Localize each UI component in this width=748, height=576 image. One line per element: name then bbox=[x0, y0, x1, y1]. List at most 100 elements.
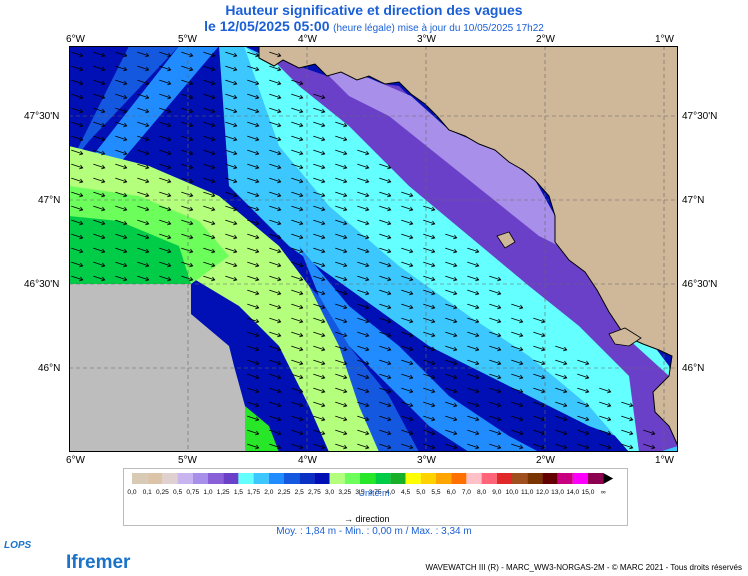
direction-arrow bbox=[445, 345, 458, 352]
direction-arrow bbox=[577, 401, 590, 408]
direction-arrow bbox=[225, 93, 238, 100]
direction-arrow bbox=[555, 387, 568, 394]
legend-swatch bbox=[527, 473, 543, 484]
direction-arrow bbox=[71, 65, 84, 72]
land-coast bbox=[258, 46, 678, 447]
direction-arrow bbox=[467, 317, 480, 324]
direction-arrow bbox=[357, 429, 370, 436]
direction-arrow bbox=[335, 247, 348, 254]
direction-arrow bbox=[291, 149, 304, 156]
direction-arrow bbox=[269, 401, 282, 408]
direction-arrow bbox=[291, 163, 304, 170]
direction-arrow bbox=[225, 219, 238, 226]
direction-arrow bbox=[203, 121, 216, 128]
lon-label-bottom: 6°W bbox=[66, 455, 85, 466]
legend-value: 2,25 bbox=[278, 489, 291, 496]
direction-arrow bbox=[335, 191, 348, 198]
legend-swatch bbox=[329, 473, 345, 484]
direction-arrow bbox=[489, 373, 502, 380]
direction-arrow bbox=[203, 177, 216, 184]
direction-arrow bbox=[445, 261, 458, 268]
direction-arrow bbox=[445, 303, 458, 310]
direction-arrow bbox=[313, 219, 326, 226]
direction-arrow bbox=[93, 275, 106, 282]
direction-arrow bbox=[181, 149, 194, 156]
direction-arrow bbox=[445, 373, 458, 380]
legend-swatch bbox=[420, 473, 436, 484]
direction-arrow bbox=[357, 219, 370, 226]
direction-arrow bbox=[489, 275, 502, 282]
direction-arrow bbox=[225, 191, 238, 198]
direction-arrow bbox=[269, 429, 282, 436]
direction-arrow bbox=[247, 289, 260, 296]
direction-arrow bbox=[401, 331, 414, 338]
direction-arrow bbox=[335, 121, 348, 128]
direction-arrow bbox=[357, 191, 370, 198]
direction-arrow bbox=[401, 289, 414, 296]
direction-arrow bbox=[467, 345, 480, 352]
direction-arrow bbox=[379, 261, 392, 268]
direction-arrow bbox=[203, 107, 216, 114]
direction-key: → direction bbox=[344, 514, 390, 524]
direction-arrow bbox=[115, 191, 128, 198]
direction-arrow bbox=[225, 51, 238, 58]
direction-arrow bbox=[511, 359, 524, 366]
direction-arrow bbox=[93, 163, 106, 170]
direction-arrow bbox=[401, 429, 414, 436]
legend-swatch bbox=[208, 473, 224, 484]
direction-arrow bbox=[357, 443, 370, 450]
direction-arrow bbox=[203, 51, 216, 58]
direction-arrow bbox=[159, 93, 172, 100]
direction-arrow bbox=[379, 415, 392, 422]
direction-arrow bbox=[137, 219, 150, 226]
direction-arrow bbox=[71, 93, 84, 100]
direction-arrow bbox=[115, 219, 128, 226]
direction-arrow bbox=[203, 79, 216, 86]
legend-value: 3,25 bbox=[338, 489, 351, 496]
direction-arrow bbox=[247, 205, 260, 212]
legend-value: 9,0 bbox=[492, 489, 501, 496]
direction-arrow bbox=[467, 303, 480, 310]
direction-arrow bbox=[93, 51, 106, 58]
direction-arrow bbox=[71, 79, 84, 86]
direction-arrow bbox=[247, 387, 260, 394]
direction-arrow bbox=[137, 247, 150, 254]
direction-arrow bbox=[379, 289, 392, 296]
direction-arrow bbox=[379, 177, 392, 184]
direction-arrow bbox=[93, 107, 106, 114]
direction-arrow bbox=[313, 93, 326, 100]
direction-arrow bbox=[225, 233, 238, 240]
direction-arrow bbox=[467, 429, 480, 436]
legend-value: ∞ bbox=[601, 489, 606, 496]
direction-arrow bbox=[401, 275, 414, 282]
lon-label-top: 5°W bbox=[178, 34, 197, 45]
direction-arrow bbox=[71, 51, 84, 58]
direction-arrow bbox=[159, 191, 172, 198]
legend-value: 5,5 bbox=[431, 489, 440, 496]
direction-arrow bbox=[291, 121, 304, 128]
direction-arrow bbox=[357, 163, 370, 170]
direction-arrow bbox=[181, 121, 194, 128]
direction-arrow bbox=[313, 429, 326, 436]
direction-arrow bbox=[445, 387, 458, 394]
direction-arrow bbox=[313, 149, 326, 156]
direction-arrow bbox=[137, 261, 150, 268]
legend-swatch bbox=[512, 473, 528, 484]
direction-arrow bbox=[643, 429, 656, 436]
direction-arrow bbox=[643, 443, 656, 450]
wave-height-band bbox=[269, 56, 678, 452]
direction-arrow bbox=[115, 65, 128, 72]
legend-swatch bbox=[132, 473, 148, 484]
direction-arrow bbox=[115, 233, 128, 240]
direction-arrow bbox=[115, 275, 128, 282]
direction-arrow bbox=[247, 401, 260, 408]
direction-arrow bbox=[247, 65, 260, 72]
direction-arrow bbox=[313, 163, 326, 170]
direction-arrow bbox=[269, 331, 282, 338]
direction-arrow bbox=[555, 373, 568, 380]
direction-arrow bbox=[137, 191, 150, 198]
direction-arrow bbox=[401, 317, 414, 324]
direction-arrow bbox=[181, 93, 194, 100]
direction-arrow bbox=[335, 303, 348, 310]
direction-arrow bbox=[247, 345, 260, 352]
